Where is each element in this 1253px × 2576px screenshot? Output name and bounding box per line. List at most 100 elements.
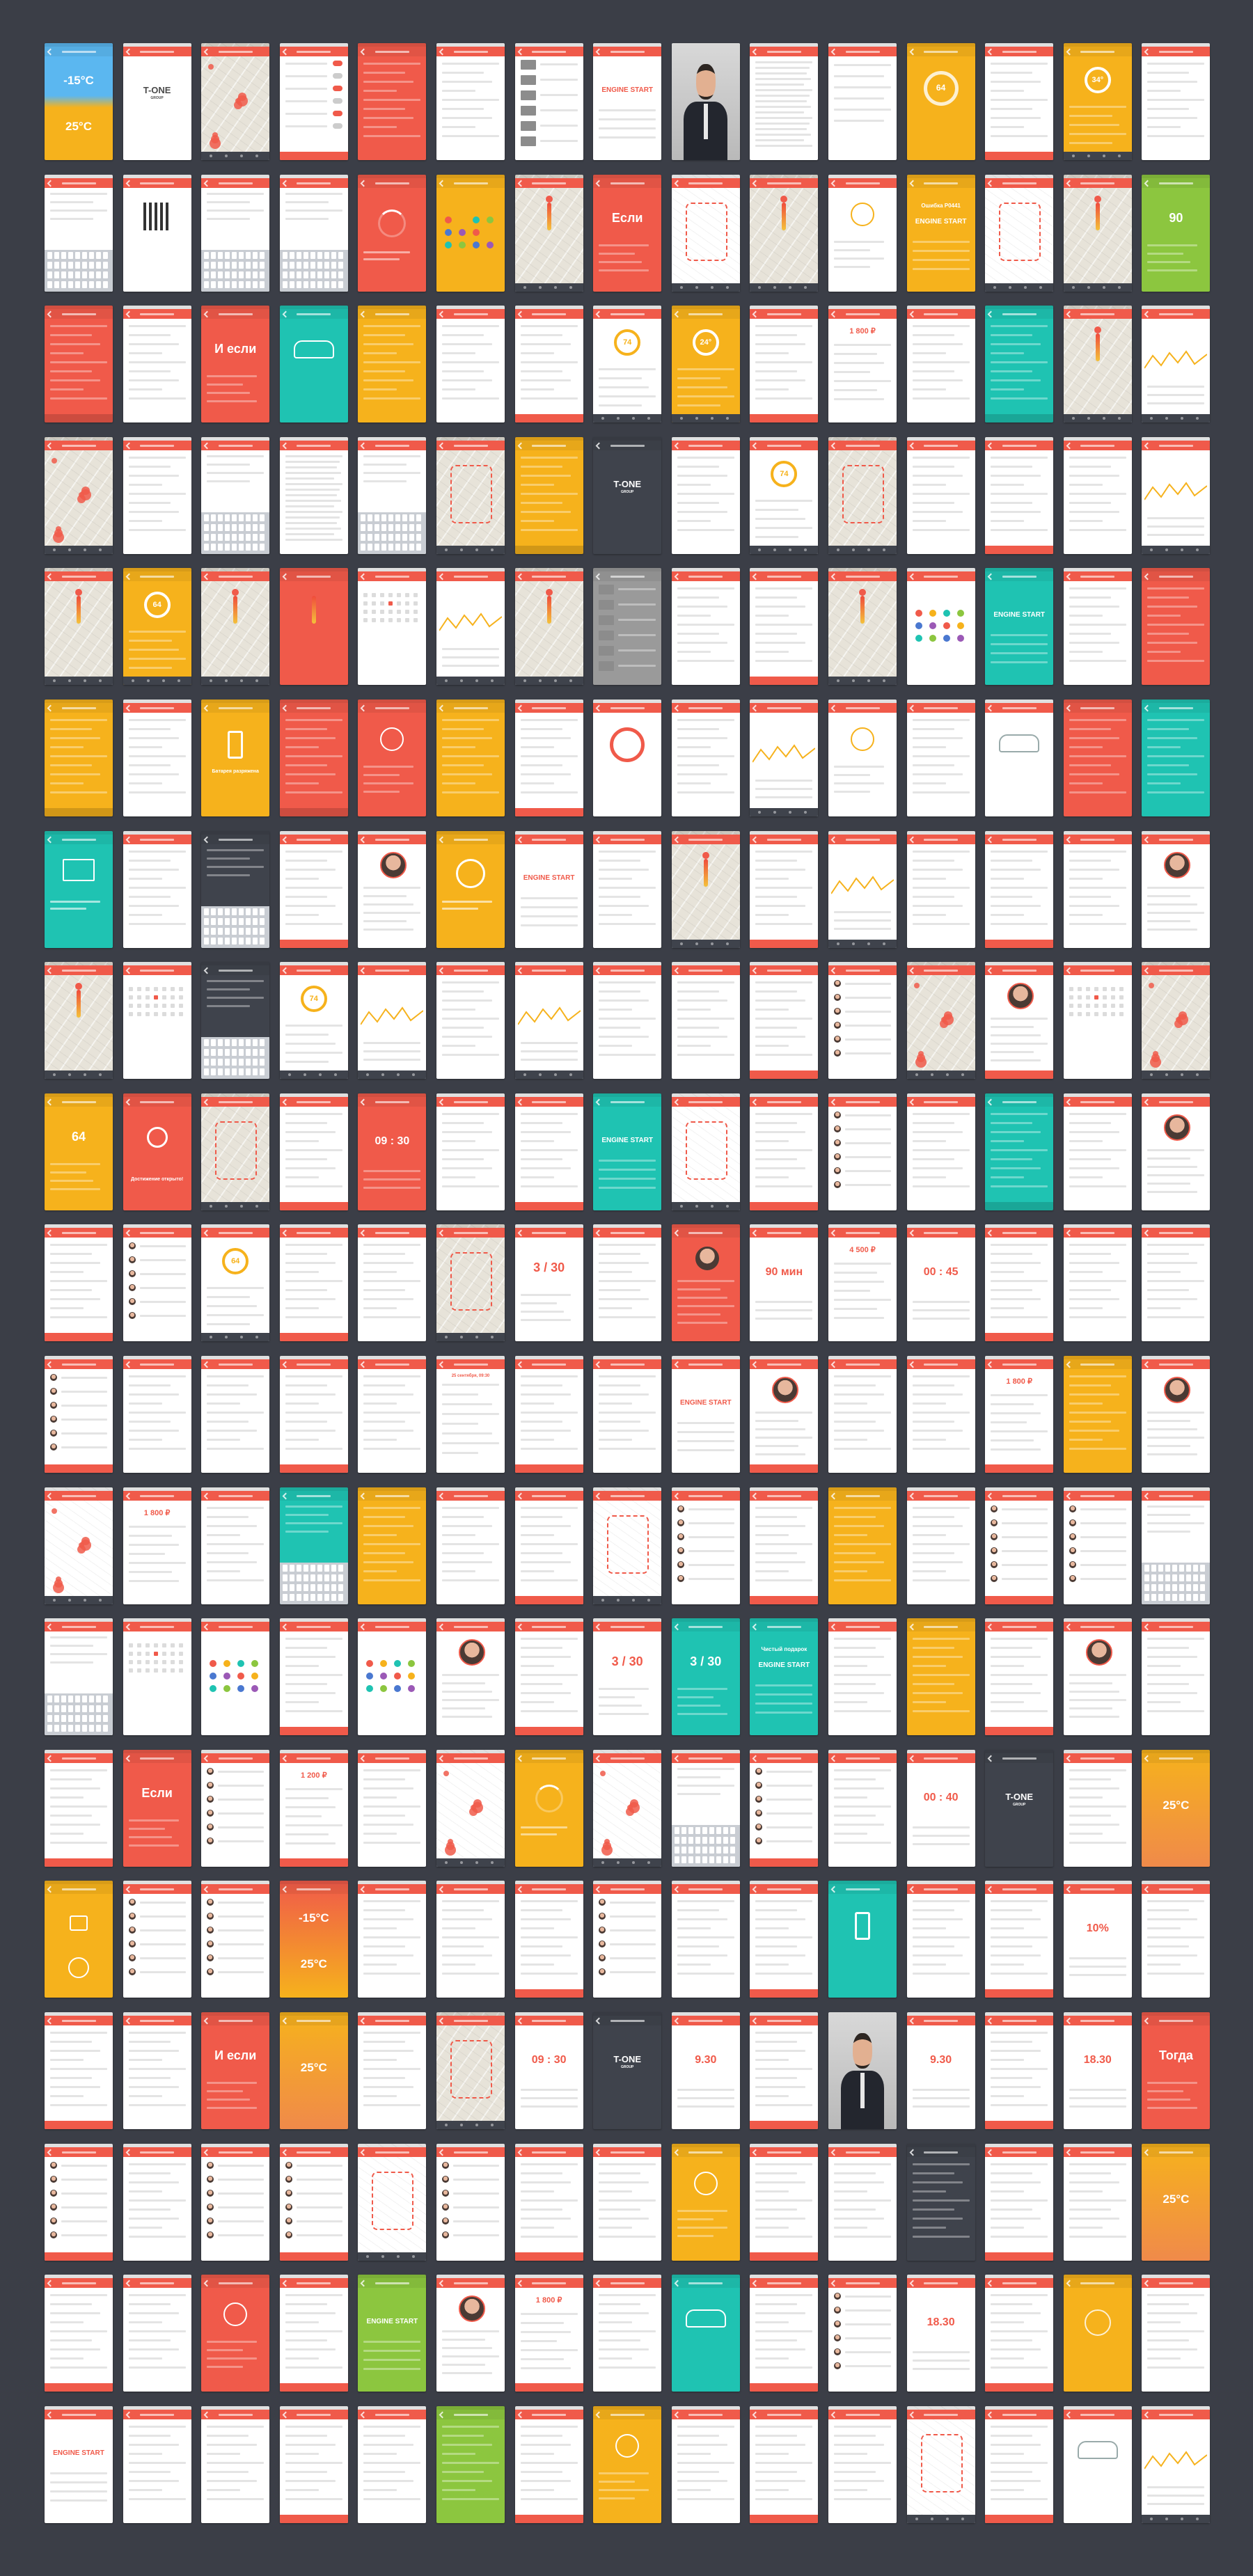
back-icon[interactable] xyxy=(909,573,917,580)
list-row[interactable] xyxy=(50,1796,84,1799)
key[interactable] xyxy=(89,261,94,269)
list-row[interactable] xyxy=(218,1915,265,1918)
color-option[interactable] xyxy=(251,1685,259,1693)
app-screen[interactable] xyxy=(671,1749,740,1867)
list-row[interactable] xyxy=(1069,587,1126,590)
calendar-day[interactable] xyxy=(178,995,183,1000)
back-icon[interactable] xyxy=(1066,48,1073,56)
list-row[interactable] xyxy=(912,267,970,270)
back-icon[interactable] xyxy=(282,2411,290,2419)
key[interactable] xyxy=(282,1574,287,1581)
list-row[interactable] xyxy=(991,1157,1033,1160)
list-row[interactable] xyxy=(677,404,720,407)
list-row[interactable] xyxy=(912,1524,963,1527)
list-row[interactable] xyxy=(363,397,421,400)
list-row[interactable] xyxy=(766,1798,813,1801)
back-icon[interactable] xyxy=(125,2411,133,2419)
back-icon[interactable] xyxy=(674,1623,681,1631)
list-row[interactable] xyxy=(285,2470,327,2473)
tab-bar[interactable] xyxy=(436,545,505,554)
list-row[interactable] xyxy=(363,1515,406,1518)
list-row[interactable] xyxy=(912,1375,970,1377)
key[interactable] xyxy=(75,271,80,278)
list-row[interactable] xyxy=(834,109,891,111)
list-row[interactable] xyxy=(442,665,499,667)
tab-bar[interactable] xyxy=(514,677,583,686)
key[interactable] xyxy=(260,543,265,551)
list-row[interactable] xyxy=(755,128,807,130)
list-row[interactable] xyxy=(363,1936,421,1939)
list-row[interactable] xyxy=(285,1130,336,1133)
tab-bar[interactable] xyxy=(358,2252,427,2261)
back-icon[interactable] xyxy=(47,2411,54,2419)
app-screen[interactable] xyxy=(123,2405,191,2523)
app-screen[interactable] xyxy=(201,830,270,948)
app-screen[interactable] xyxy=(45,1881,113,1998)
list-row[interactable] xyxy=(1069,1430,1119,1432)
list-row[interactable] xyxy=(207,463,251,466)
list-row[interactable] xyxy=(50,1289,92,1292)
key[interactable] xyxy=(232,917,237,925)
list-row[interactable] xyxy=(755,886,813,889)
list-row[interactable] xyxy=(912,1570,946,1572)
back-icon[interactable] xyxy=(360,1229,368,1237)
list-row[interactable] xyxy=(50,2481,107,2483)
key[interactable] xyxy=(68,271,73,278)
list-row[interactable] xyxy=(991,1430,1048,1432)
list-row[interactable] xyxy=(363,774,400,776)
list-row[interactable] xyxy=(520,1059,578,1061)
list-row[interactable] xyxy=(520,352,554,355)
photo-thumb[interactable] xyxy=(520,136,536,146)
primary-button[interactable] xyxy=(750,939,819,948)
list-row[interactable] xyxy=(991,2077,1033,2079)
list-row[interactable] xyxy=(1069,124,1119,126)
key[interactable] xyxy=(260,1049,265,1057)
list-row[interactable] xyxy=(442,648,499,651)
calendar-day[interactable] xyxy=(388,593,393,598)
list-row[interactable] xyxy=(677,1705,720,1707)
list-row[interactable] xyxy=(363,1059,421,1061)
key[interactable] xyxy=(47,261,52,269)
list-row[interactable] xyxy=(991,2294,1048,2297)
back-icon[interactable] xyxy=(360,1886,368,1893)
list-row[interactable] xyxy=(61,2164,107,2167)
list-row[interactable] xyxy=(128,1448,186,1450)
key[interactable] xyxy=(54,280,59,288)
list-row[interactable] xyxy=(755,2190,789,2192)
list-row[interactable] xyxy=(50,2059,84,2061)
primary-button[interactable] xyxy=(985,2383,1054,2392)
back-icon[interactable] xyxy=(595,704,603,712)
app-screen[interactable] xyxy=(123,2012,191,2129)
list-row[interactable] xyxy=(363,1954,414,1957)
calendar-day[interactable] xyxy=(178,1652,183,1657)
photo-thumb[interactable] xyxy=(520,121,536,131)
list-row[interactable] xyxy=(755,1445,799,1447)
list-row[interactable] xyxy=(128,868,179,871)
key[interactable] xyxy=(239,908,244,915)
tab-icon[interactable] xyxy=(397,2254,400,2258)
list-row[interactable] xyxy=(128,1412,186,1414)
list-row[interactable] xyxy=(1069,1307,1103,1310)
back-icon[interactable] xyxy=(439,1623,446,1631)
back-icon[interactable] xyxy=(595,48,603,56)
list-row[interactable] xyxy=(520,474,571,477)
list-row[interactable] xyxy=(599,913,633,916)
list-row[interactable] xyxy=(610,1929,656,1932)
app-screen[interactable] xyxy=(358,2405,427,2523)
list-row[interactable] xyxy=(363,903,414,906)
list-row[interactable] xyxy=(218,2192,265,2195)
list-row[interactable] xyxy=(128,1835,172,1838)
tab-icon[interactable] xyxy=(84,679,86,683)
key[interactable] xyxy=(723,1846,728,1854)
list-row[interactable] xyxy=(1080,1535,1126,1538)
key[interactable] xyxy=(239,523,244,531)
list-row[interactable] xyxy=(845,1155,891,1158)
color-option[interactable] xyxy=(210,1660,217,1668)
list-row[interactable] xyxy=(128,352,162,355)
list-row[interactable] xyxy=(991,1945,1033,1948)
list-row[interactable] xyxy=(991,2470,1033,2473)
app-screen[interactable] xyxy=(123,306,191,423)
tab-icon[interactable] xyxy=(804,285,807,289)
back-icon[interactable] xyxy=(282,180,290,187)
list-row[interactable] xyxy=(1069,510,1119,513)
